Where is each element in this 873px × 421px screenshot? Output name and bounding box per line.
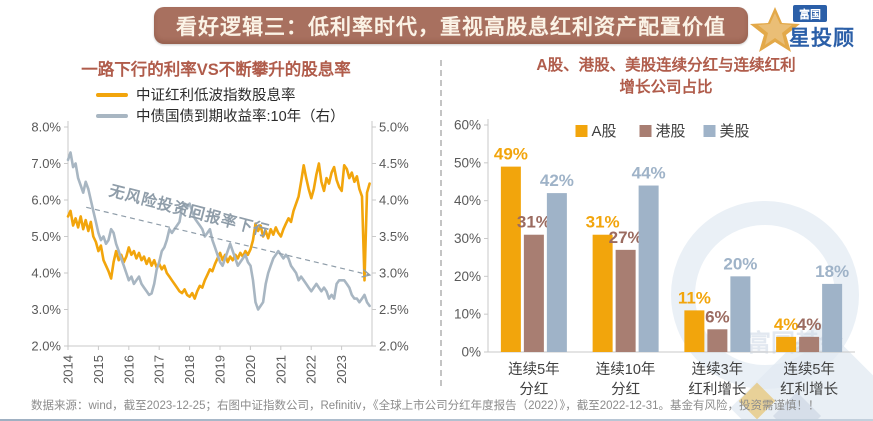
x-axis-tick: 2019	[213, 355, 228, 384]
bar-value-label: 42%	[540, 171, 574, 190]
left-axis-tick: 6.0%	[31, 193, 61, 208]
category-label-line2: 分红	[519, 381, 548, 398]
bar-legend-swatch	[703, 125, 716, 137]
right-axis-tick: 3.0%	[379, 266, 409, 281]
bar-美股	[638, 185, 659, 352]
category-label-line2: 分红	[611, 381, 640, 398]
bar-legend-swatch	[575, 125, 588, 137]
bar-美股	[546, 193, 567, 352]
left-chart-title: 一路下行的利率VS不断攀升的股息率	[81, 61, 351, 79]
bar-港股	[615, 249, 636, 352]
bar-y-tick: 30%	[454, 231, 481, 246]
bar-港股	[799, 336, 820, 352]
category-label-line2: 红利增长	[688, 381, 746, 398]
bar-value-label: 27%	[609, 228, 643, 247]
x-axis-tick: 2014	[61, 355, 76, 384]
x-axis-tick: 2018	[182, 355, 197, 384]
bar-港股	[707, 329, 728, 352]
bar-legend-label: 港股	[656, 123, 686, 140]
bar-value-label: 18%	[815, 262, 849, 281]
left-axis-tick: 2.0%	[31, 339, 61, 354]
page-title-banner: 看好逻辑三：低利率时代，重视高股息红利资产配置价值	[154, 7, 748, 44]
category-label-line2: 红利增长	[780, 381, 838, 398]
right-axis-tick: 3.5%	[379, 229, 409, 244]
section-divider	[440, 60, 442, 386]
legend-label-dividend-yield: 中证红利低波指数股息率	[136, 88, 296, 104]
page-title: 看好逻辑三：低利率时代，重视高股息红利资产配置价值	[176, 15, 726, 39]
bar-chart-dividend-companies: 60% 50% 40% 30% 20% 10% 0% A股 港股 美股 49% 31% 42% 连续5年分…	[454, 118, 855, 398]
bar-y-tick: 10%	[454, 307, 481, 322]
bar-value-label: 44%	[632, 164, 666, 183]
x-axis-tick: 2017	[152, 355, 167, 384]
bar-value-label: 4%	[797, 315, 822, 334]
x-axis-tick: 2020	[243, 355, 258, 384]
category-label-line1: 连续5年	[508, 361, 560, 378]
watermark-diamond-gold	[738, 382, 776, 420]
x-axis-tick: 2022	[304, 355, 319, 384]
bar-y-tick: 60%	[454, 118, 481, 133]
x-axis-tick: 2016	[121, 355, 136, 384]
category-label-line1: 连续10年	[596, 361, 656, 378]
trend-arrow-line	[86, 206, 369, 275]
left-axis-tick: 7.0%	[31, 156, 61, 171]
category-label-line1: 连续5年	[783, 361, 835, 378]
star-icon	[750, 7, 800, 52]
brand-name-label: 星投顾	[789, 27, 855, 50]
source-footnote: 数据来源：wind，截至2023-12-25；右图中证指数公司，Refiniti…	[31, 400, 820, 412]
x-axis-tick: 2023	[334, 355, 349, 384]
bar-value-label: 31%	[517, 213, 551, 232]
legend-item-dividend-yield: 中证红利低波指数股息率	[96, 84, 345, 105]
right-axis-tick: 4.0%	[379, 193, 409, 208]
right-chart-title-line2: 增长公司占比	[619, 78, 713, 96]
treasury-yield-line	[66, 151, 371, 311]
bar-y-tick: 40%	[454, 193, 481, 208]
left-axis-tick: 3.0%	[31, 302, 61, 317]
bar-y-tick: 20%	[454, 269, 481, 284]
right-axis-tick: 2.5%	[379, 302, 409, 317]
watermark-diamond-slate	[772, 391, 822, 421]
brand-box-label: 富国	[793, 5, 827, 22]
x-axis-tick: 2021	[273, 355, 288, 384]
bar-y-tick: 50%	[454, 155, 481, 170]
right-axis-tick: 5.0%	[379, 120, 409, 135]
left-axis-tick: 8.0%	[31, 120, 61, 135]
legend-label-treasury-yield: 中债国债到期收益率:10年（右）	[136, 109, 345, 125]
left-chart-legend: 中证红利低波指数股息率 中债国债到期收益率:10年（右）	[96, 84, 345, 126]
legend-swatch-treasury-yield	[96, 113, 128, 118]
bar-value-label: 31%	[586, 213, 620, 232]
bar-value-label: 6%	[705, 307, 730, 326]
bar-value-label: 11%	[678, 288, 711, 307]
legend-swatch-dividend-yield	[96, 92, 128, 97]
x-axis-tick: 2015	[91, 355, 106, 384]
right-chart-title-line1: A股、港股、美股连续分红与连续红利	[536, 57, 796, 74]
right-chart-title: A股、港股、美股连续分红与连续红利 增长公司占比	[468, 55, 864, 98]
bar-y-tick: 0%	[461, 345, 481, 360]
bar-value-label: 4%	[774, 315, 799, 334]
bar-value-label: 20%	[723, 254, 757, 273]
category-label-line1: 连续3年	[692, 361, 744, 378]
left-axis-tick: 4.0%	[31, 266, 61, 281]
legend-item-treasury-yield: 中债国债到期收益率:10年（右）	[96, 105, 345, 126]
trend-annotation-text: 无风险投资回报率下行	[106, 181, 271, 241]
line-chart-rates-vs-dividend: 8.0% 7.0% 6.0% 5.0% 4.0% 3.0% 2.0% 5.0% 4.5% 4.0%…	[31, 120, 409, 384]
bar-legend-label: A股	[592, 123, 617, 140]
bar-legend-swatch	[639, 125, 652, 137]
bar-A股	[500, 166, 521, 352]
right-axis-tick: 4.5%	[379, 156, 409, 171]
bar-A股	[776, 336, 797, 352]
bar-value-label: 49%	[494, 145, 528, 164]
bar-A股	[684, 310, 705, 352]
bar-美股	[730, 276, 751, 352]
bottom-border	[0, 419, 873, 421]
left-axis-tick: 5.0%	[31, 229, 61, 244]
bar-A股	[592, 234, 613, 352]
bar-港股	[523, 234, 544, 352]
fuguo-logo: 富国 星投顾	[749, 3, 867, 55]
right-axis-tick: 2.0%	[379, 339, 409, 354]
bar-legend-label: 美股	[720, 123, 750, 140]
bar-美股	[822, 283, 843, 352]
